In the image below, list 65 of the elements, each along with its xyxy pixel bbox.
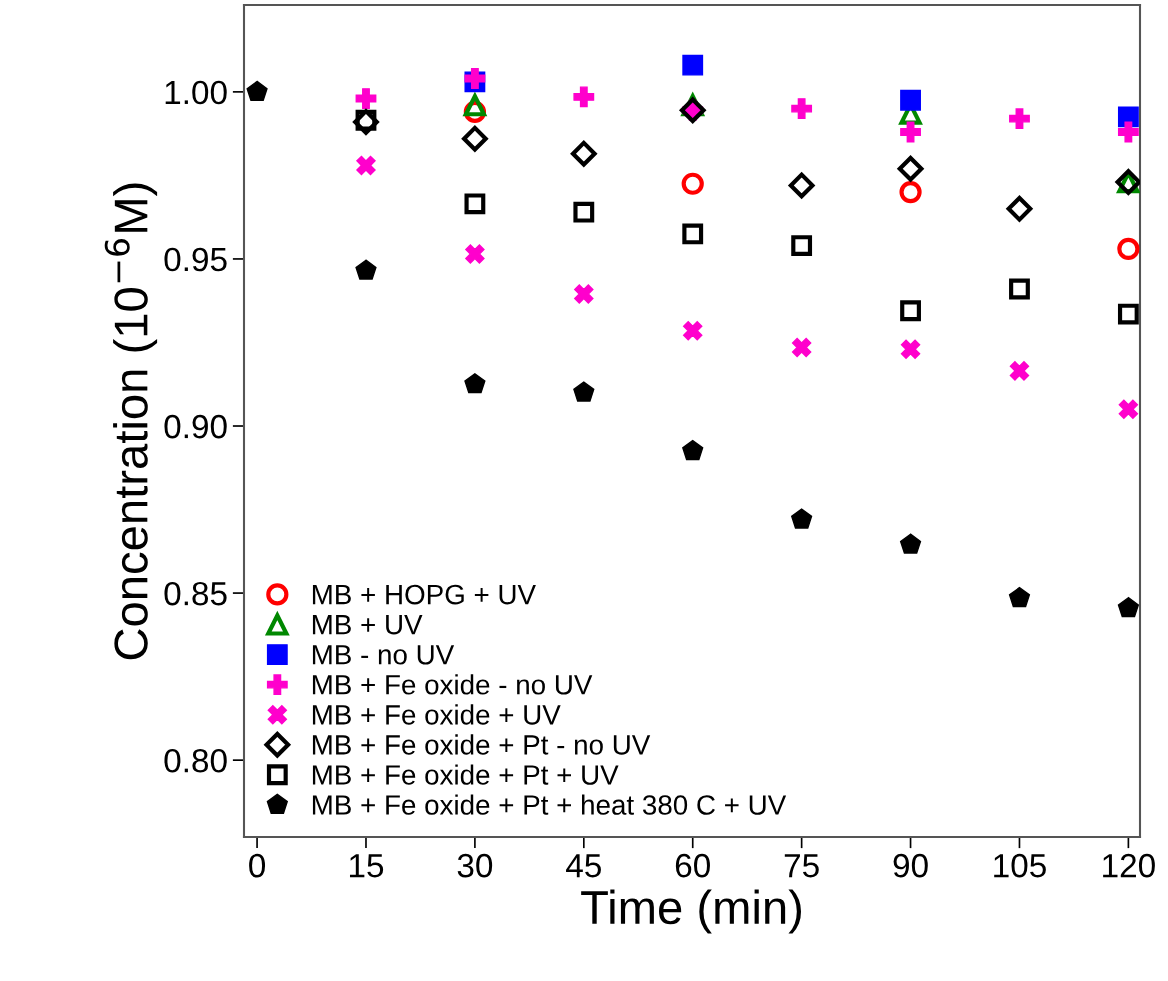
- point: [899, 181, 922, 204]
- legend-label: MB + Fe oxide + Pt + heat 380 C + UV: [312, 794, 787, 815]
- legend-label: MB + Fe oxide + Pt + UV: [312, 764, 619, 785]
- point: [1117, 121, 1139, 143]
- point: [681, 172, 704, 195]
- legend-label: MB + Fe oxide - no UV: [312, 674, 593, 695]
- x-tick-label: 60: [675, 853, 710, 878]
- point: [464, 193, 486, 215]
- x-tick-label: 15: [349, 854, 384, 878]
- x-tick-label: 120: [1103, 853, 1155, 878]
- point: [682, 54, 704, 76]
- legend-label: MB + HOPG + UV: [312, 584, 536, 605]
- x-tick-label: 0: [249, 853, 266, 878]
- point: [788, 172, 815, 199]
- point: [465, 244, 485, 264]
- point: [573, 201, 595, 223]
- point: [682, 439, 704, 461]
- point: [900, 121, 921, 143]
- point: [900, 300, 921, 322]
- point: [682, 223, 704, 245]
- point: [900, 339, 921, 359]
- point: [1009, 361, 1030, 381]
- y-tick-label: 1.00: [165, 80, 227, 105]
- point: [1117, 597, 1139, 618]
- point: [899, 533, 922, 554]
- y-axis-title: Concentration (10$^{−6}$M): [104, 183, 158, 660]
- x-tick-label: 75: [784, 854, 819, 878]
- y-tick-label: 0.80: [164, 748, 227, 773]
- legend-label: MB + Fe oxide + Pt - no UV: [312, 734, 651, 755]
- point: [1006, 195, 1033, 222]
- point: [355, 88, 377, 109]
- point: [355, 259, 377, 280]
- point: [791, 235, 813, 256]
- point: [574, 284, 594, 304]
- point: [356, 155, 376, 176]
- point: [897, 155, 924, 182]
- x-tick-label: 45: [566, 854, 601, 878]
- point: [900, 89, 921, 111]
- point: [573, 86, 595, 108]
- point: [683, 321, 703, 341]
- point: [1009, 108, 1030, 130]
- point: [791, 337, 812, 358]
- x-axis-title: Time (min): [581, 889, 801, 934]
- point: [1008, 586, 1031, 608]
- y-tick-label: 0.85: [164, 581, 227, 606]
- point: [1009, 278, 1030, 300]
- point: [1117, 237, 1140, 261]
- legend-label: MB - no UV: [312, 645, 455, 665]
- x-tick-label: 90: [893, 853, 928, 878]
- point: [1118, 399, 1139, 420]
- point: [463, 94, 487, 117]
- point: [462, 125, 488, 152]
- point: [791, 508, 813, 529]
- x-tick-label: 30: [457, 853, 493, 878]
- y-tick-label: 0.95: [164, 247, 227, 272]
- point: [1117, 303, 1139, 325]
- point: [573, 381, 595, 402]
- point: [791, 98, 813, 119]
- legend-label: MB + UV: [312, 615, 423, 635]
- x-tick-label: 105: [994, 853, 1046, 878]
- point: [570, 140, 597, 167]
- legend-label: MB + Fe oxide + UV: [312, 704, 561, 725]
- point: [246, 80, 268, 101]
- y-tick-label: 0.90: [164, 414, 227, 439]
- point: [464, 373, 486, 394]
